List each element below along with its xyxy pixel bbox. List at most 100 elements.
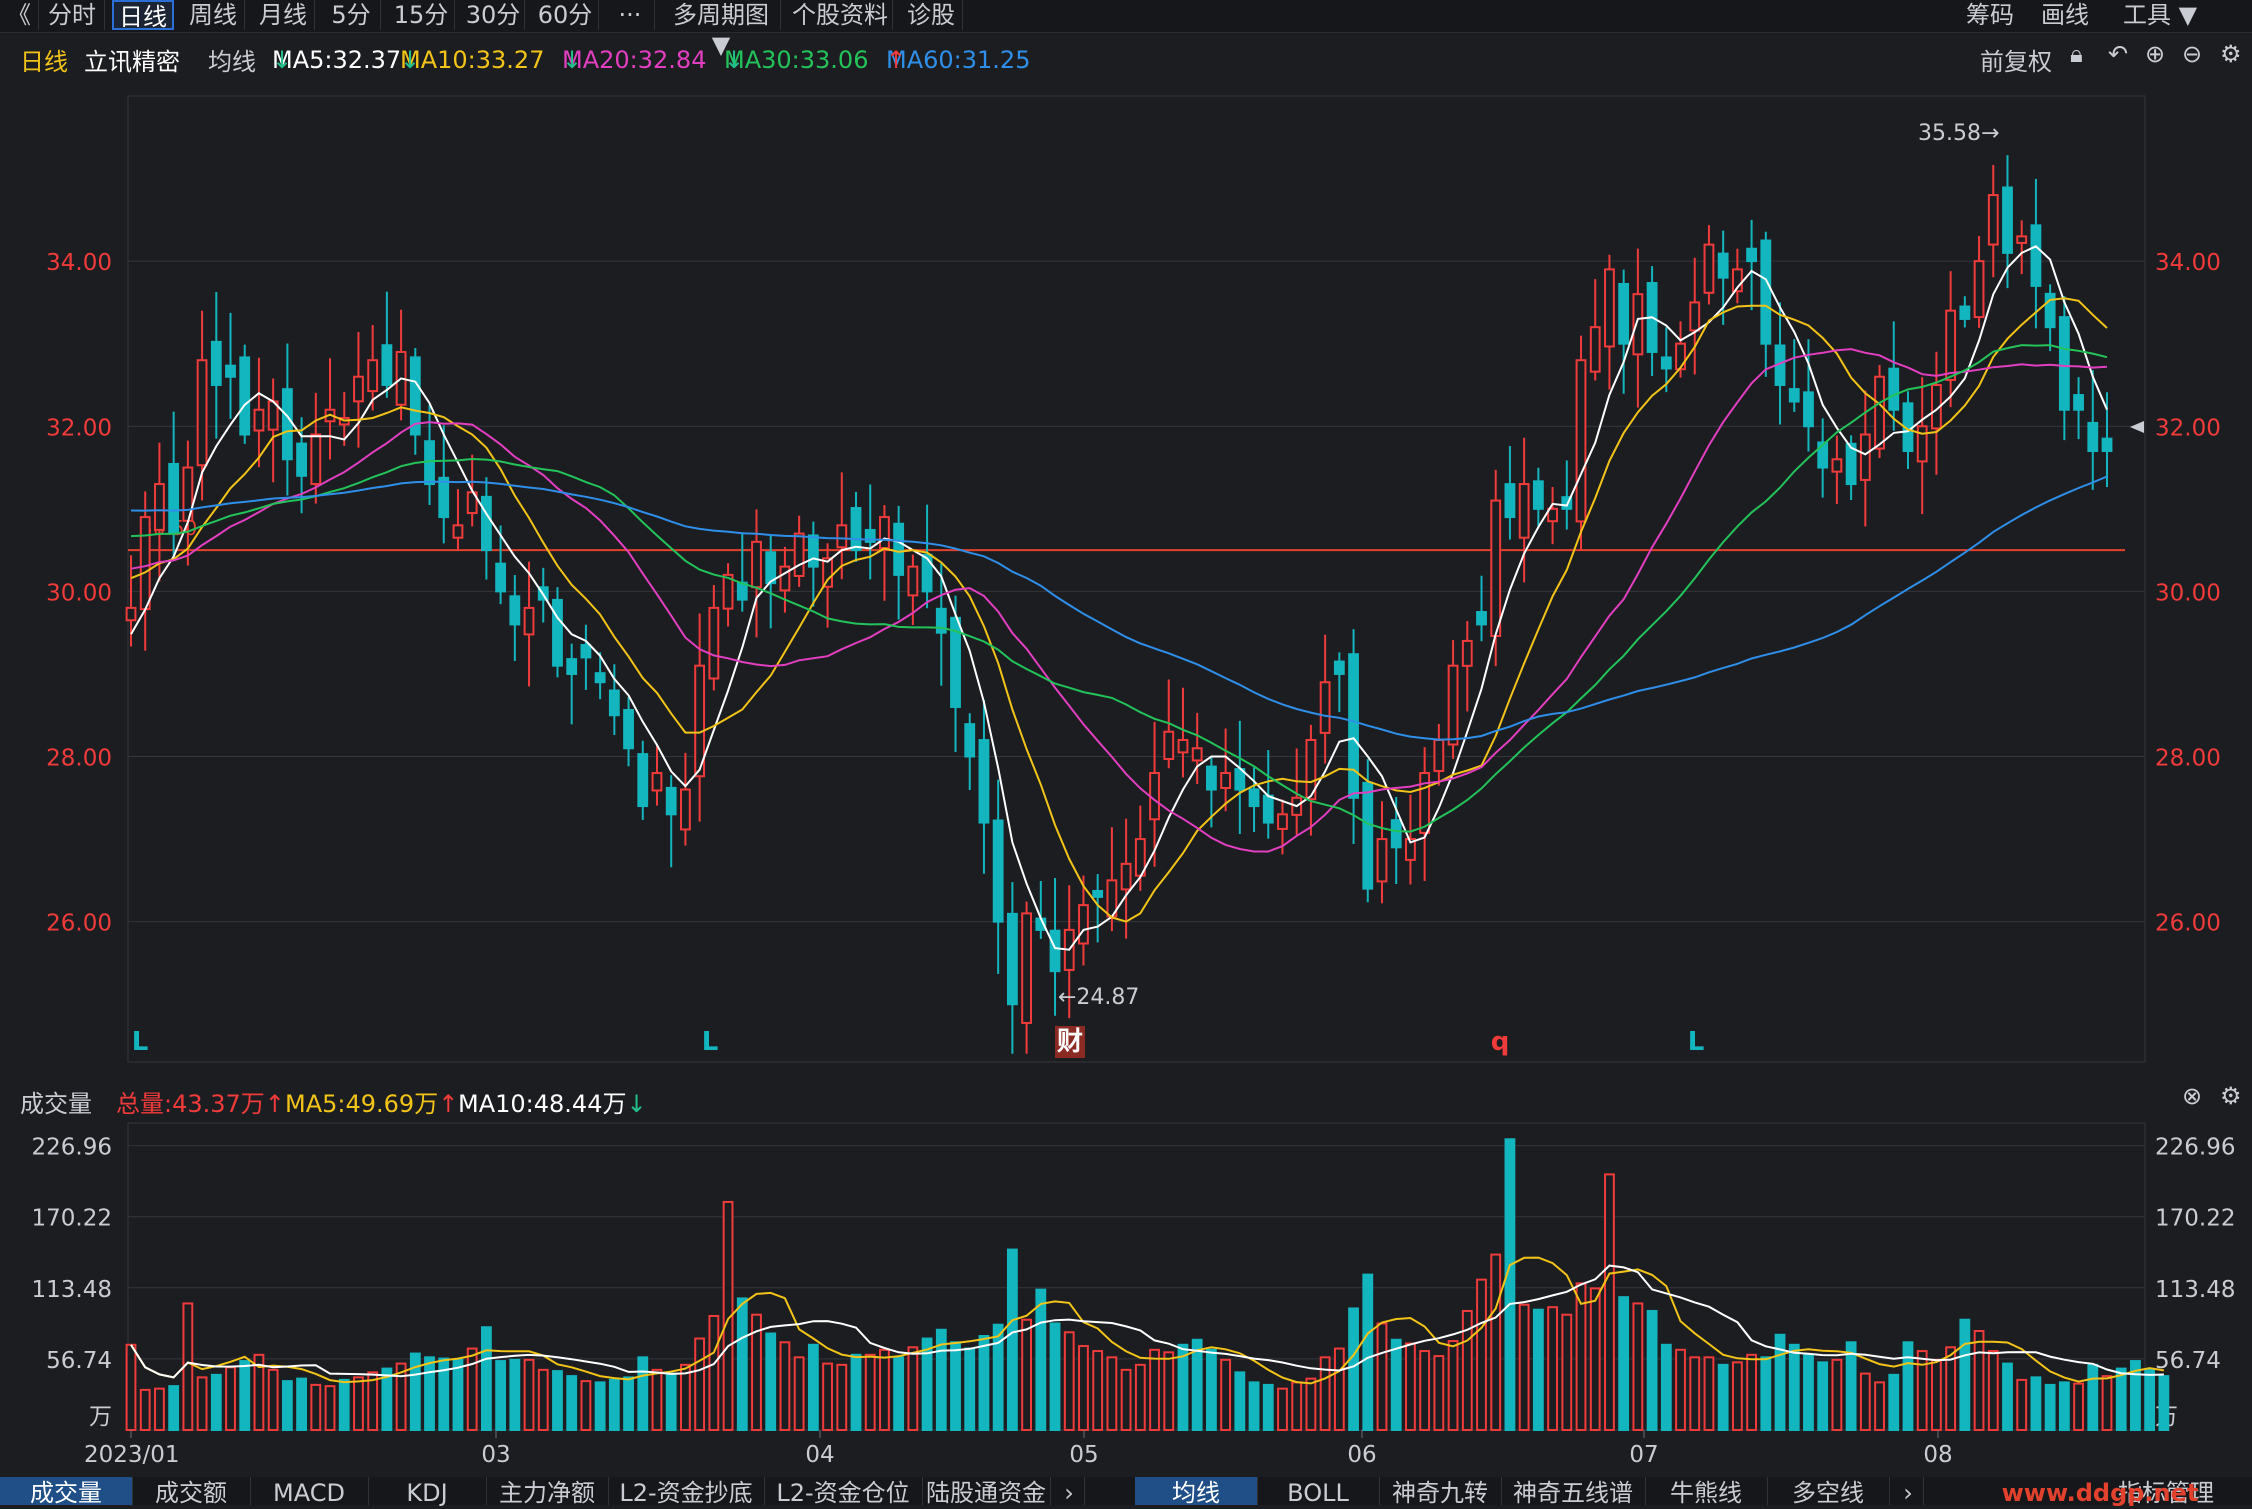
candle[interactable] — [580, 624, 592, 690]
candle[interactable] — [1433, 723, 1445, 786]
volume-bar[interactable] — [1561, 1313, 1573, 1432]
candle[interactable] — [239, 344, 251, 444]
candle[interactable] — [850, 491, 862, 562]
volume-bar[interactable] — [1234, 1371, 1246, 1431]
volume-bar[interactable] — [850, 1353, 862, 1431]
candle[interactable] — [1220, 728, 1232, 812]
volume-bar[interactable] — [1461, 1309, 1473, 1432]
candle[interactable] — [893, 505, 905, 620]
period-tab-0[interactable]: 分时 — [40, 0, 105, 30]
candle[interactable] — [1604, 254, 1615, 390]
candle[interactable] — [1348, 629, 1359, 845]
candle[interactable] — [1006, 882, 1018, 1054]
candle[interactable] — [751, 509, 762, 638]
volume-bar[interactable] — [1504, 1138, 1516, 1431]
volume-bar[interactable] — [1888, 1373, 1900, 1432]
volume-bar[interactable] — [1021, 1318, 1033, 1431]
candle[interactable] — [1888, 321, 1900, 431]
candle[interactable] — [1561, 460, 1573, 530]
candle[interactable] — [950, 595, 961, 753]
volume-bar[interactable] — [1518, 1303, 1530, 1431]
candle[interactable] — [1945, 271, 1957, 408]
candle[interactable] — [1362, 759, 1374, 903]
lock-icon[interactable]: 🔒︎ — [2070, 40, 2083, 68]
volume-bar[interactable] — [367, 1371, 379, 1431]
volume-bar[interactable] — [1675, 1348, 1686, 1431]
candle[interactable] — [2044, 284, 2056, 352]
candle[interactable] — [1191, 712, 1203, 785]
candle[interactable] — [1476, 575, 1487, 642]
volume-bar[interactable] — [509, 1358, 521, 1432]
volume-bar[interactable] — [1319, 1356, 1331, 1432]
overlay-tab-5[interactable]: 多空线 — [1767, 1477, 1890, 1507]
candle[interactable] — [1632, 248, 1644, 408]
candle[interactable] — [1788, 339, 1800, 412]
event-marker[interactable]: 财 — [1057, 1027, 1083, 1057]
volume-bar[interactable] — [1547, 1306, 1558, 1431]
candle[interactable] — [566, 643, 578, 725]
indicator-tab-6[interactable]: L2-资金仓位 — [764, 1477, 923, 1507]
candle[interactable] — [509, 574, 521, 662]
candle[interactable] — [1746, 219, 1758, 311]
candle[interactable] — [253, 357, 265, 468]
volume-bar[interactable] — [1049, 1322, 1061, 1431]
candle[interactable] — [409, 348, 421, 455]
volume-bar[interactable] — [1632, 1302, 1644, 1431]
volume-bar[interactable] — [1291, 1381, 1303, 1431]
period-tab-2[interactable]: 周线 — [182, 0, 245, 30]
tabs-scroll-right-icon[interactable]: › — [1054, 1477, 1085, 1507]
volume-bar[interactable] — [1689, 1356, 1701, 1432]
volume-bar[interactable] — [1746, 1353, 1758, 1431]
period-tab-10[interactable]: 个股资料 — [788, 0, 893, 30]
volume-bar[interactable] — [765, 1332, 777, 1431]
volume-bar[interactable] — [552, 1370, 563, 1431]
undo-icon[interactable]: ↶ — [2108, 40, 2129, 68]
candle[interactable] — [1831, 435, 1843, 504]
chips-button[interactable]: 筹码 — [1966, 1, 2014, 29]
candle[interactable] — [2030, 178, 2042, 329]
candle[interactable] — [324, 358, 336, 460]
candle[interactable] — [2073, 377, 2084, 440]
volume-bar[interactable] — [1433, 1355, 1445, 1431]
volume-bar[interactable] — [2144, 1368, 2156, 1431]
candle[interactable] — [836, 472, 848, 580]
candle[interactable] — [196, 310, 208, 501]
indicator-tab-5[interactable]: L2-资金抄底 — [608, 1477, 765, 1507]
candle[interactable] — [1731, 248, 1743, 304]
candle[interactable] — [1177, 687, 1189, 778]
volume-bar[interactable] — [665, 1372, 677, 1432]
candle[interactable] — [353, 332, 364, 448]
candle[interactable] — [452, 489, 464, 551]
volume-bar[interactable] — [438, 1357, 450, 1432]
candle[interactable] — [2016, 220, 2028, 275]
volume-bar[interactable] — [1717, 1363, 1729, 1432]
overlay-tab-1[interactable]: BOLL — [1257, 1477, 1380, 1507]
volume-bar[interactable] — [978, 1335, 990, 1431]
indicator-manage-button[interactable]: 指标管理 — [2118, 1479, 2214, 1507]
candle[interactable] — [1717, 230, 1729, 325]
volume-gear-icon[interactable]: ⚙ — [2220, 1082, 2242, 1110]
volume-bar[interactable] — [1376, 1322, 1388, 1431]
volume-bar[interactable] — [751, 1313, 762, 1432]
volume-bar[interactable] — [2016, 1378, 2028, 1432]
period-tab-7[interactable]: 60分 — [532, 0, 599, 30]
candle[interactable] — [779, 546, 791, 613]
candle[interactable] — [1916, 377, 1928, 515]
volume-bar[interactable] — [1262, 1383, 1274, 1431]
gear-icon[interactable]: ⚙ — [2220, 40, 2242, 68]
volume-bar[interactable] — [580, 1380, 592, 1432]
volume-bar[interactable] — [1660, 1343, 1672, 1432]
candle[interactable] — [736, 532, 748, 612]
candle[interactable] — [381, 291, 393, 398]
candle[interactable] — [1689, 257, 1701, 375]
candle[interactable] — [1931, 351, 1942, 475]
volume-bar[interactable] — [594, 1381, 606, 1431]
candle[interactable] — [978, 700, 990, 874]
candle[interactable] — [2101, 392, 2113, 488]
volume-bar[interactable] — [1248, 1381, 1260, 1431]
candle[interactable] — [1376, 801, 1388, 904]
candle[interactable] — [1504, 445, 1516, 540]
candle[interactable] — [1973, 235, 1985, 328]
indicator-tab-4[interactable]: 主力净额 — [486, 1477, 609, 1507]
candle[interactable] — [154, 442, 165, 582]
